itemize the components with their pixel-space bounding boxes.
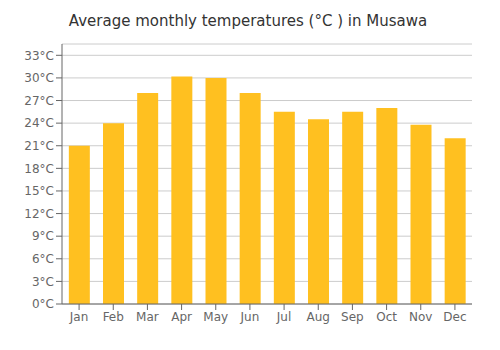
svg-text:Oct: Oct [376, 310, 397, 324]
svg-text:Jan: Jan [69, 310, 89, 324]
svg-text:Dec: Dec [443, 310, 466, 324]
svg-text:0°C: 0°C [32, 297, 54, 311]
svg-text:9°C: 9°C [32, 229, 54, 243]
svg-text:15°C: 15°C [24, 184, 54, 198]
svg-text:3°C: 3°C [32, 275, 54, 289]
svg-text:Apr: Apr [171, 310, 192, 324]
svg-text:Nov: Nov [409, 310, 432, 324]
svg-text:12°C: 12°C [24, 207, 54, 221]
svg-text:6°C: 6°C [32, 252, 54, 266]
svg-text:Jul: Jul [276, 310, 291, 324]
svg-text:30°C: 30°C [24, 71, 54, 85]
svg-text:21°C: 21°C [24, 139, 54, 153]
svg-text:Mar: Mar [136, 310, 159, 324]
svg-text:27°C: 27°C [24, 94, 54, 108]
svg-text:24°C: 24°C [24, 116, 54, 130]
svg-text:Jun: Jun [240, 310, 260, 324]
svg-text:Feb: Feb [103, 310, 124, 324]
svg-text:18°C: 18°C [24, 162, 54, 176]
svg-text:33°C: 33°C [24, 49, 54, 63]
svg-text:Aug: Aug [307, 310, 330, 324]
svg-text:Sep: Sep [341, 310, 364, 324]
html-text:Average monthly temperatures (: Average monthly temperatures (°C ) in Mu… [68, 12, 428, 30]
svg-text:May: May [203, 310, 228, 324]
